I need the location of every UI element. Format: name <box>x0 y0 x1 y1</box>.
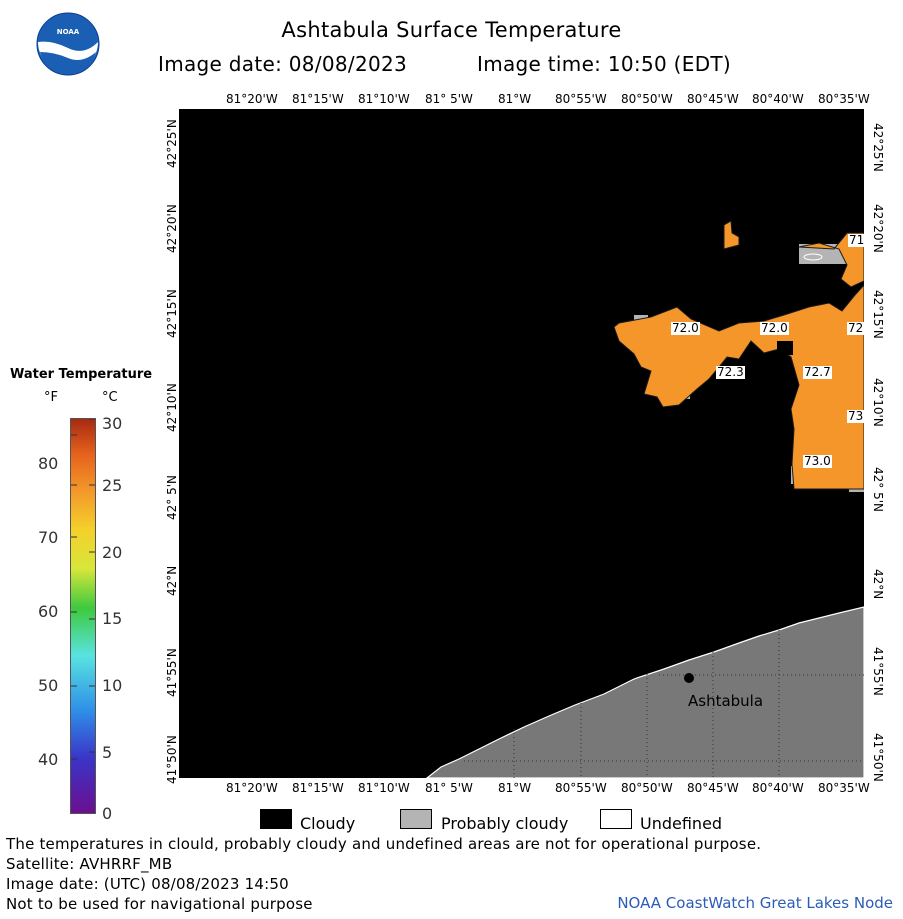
fahrenheit-tick: 60 <box>38 602 59 621</box>
temperature-label: 71 <box>848 233 866 247</box>
lon-label-top: 81°W <box>498 92 532 106</box>
map-title: Ashtabula Surface Temperature <box>281 18 622 42</box>
lat-label-right: 42°15'N <box>871 290 885 339</box>
cloudy-swatch <box>260 809 292 829</box>
undefined-spot <box>803 253 823 261</box>
temperature-label: 72.0 <box>671 321 700 335</box>
celsius-tick: 0 <box>102 804 113 823</box>
lat-label-right: 41°50'N <box>871 733 885 782</box>
lat-label-left: 42°20'N <box>165 204 179 253</box>
lat-label-left: 41°55'N <box>165 648 179 697</box>
unit-celsius: °C <box>102 390 118 405</box>
satellite-note: Satellite: AVHRRF_MB <box>6 855 173 873</box>
fahrenheit-tick: 40 <box>38 750 59 769</box>
lat-label-right: 42°25'N <box>871 123 885 172</box>
lon-label-top: 80°50'W <box>621 92 673 106</box>
lon-label-bottom: 81°10'W <box>358 781 410 795</box>
celsius-tick: 15 <box>102 609 123 628</box>
lat-label-left: 42° 5'N <box>165 475 179 520</box>
temperature-label: 73.0 <box>803 454 832 468</box>
celsius-tick: 10 <box>102 676 123 695</box>
lat-label-left: 42°15'N <box>165 289 179 338</box>
lon-label-bottom: 80°40'W <box>752 781 804 795</box>
lon-label-top: 81° 5'W <box>425 92 473 106</box>
lon-label-top: 81°10'W <box>358 92 410 106</box>
temperature-label: 72.7 <box>803 365 832 379</box>
image-date: Image date: 08/08/2023 <box>158 52 408 76</box>
map-panel <box>179 109 864 778</box>
temperature-label: 72.0 <box>760 321 789 335</box>
navigation-note: Not to be used for navigational purpose <box>6 895 313 913</box>
fahrenheit-tick: 80 <box>38 454 59 473</box>
lat-label-left: 41°50'N <box>165 735 179 784</box>
probably-cloudy-key-label: Probably cloudy <box>441 814 569 833</box>
celsius-tick: 5 <box>102 743 113 762</box>
lat-label-right: 41°55'N <box>871 647 885 696</box>
noaa-logo: NOAA <box>36 12 100 76</box>
fahrenheit-tick: 50 <box>38 676 59 695</box>
image-time: Image time: 10:50 (EDT) <box>477 52 732 76</box>
cloudy-key-label: Cloudy <box>300 814 356 833</box>
undefined-swatch <box>600 809 632 829</box>
lon-label-top: 80°45'W <box>687 92 739 106</box>
lon-label-bottom: 81° 5'W <box>425 781 473 795</box>
temperature-label: 72.3 <box>716 365 745 379</box>
unit-fahrenheit: °F <box>44 390 58 405</box>
lat-label-right: 42°N <box>871 569 885 600</box>
lat-label-right: 42° 5'N <box>871 467 885 512</box>
lon-label-bottom: 81°15'W <box>292 781 344 795</box>
disclaimer-note: The temperatures in clould, probably clo… <box>6 835 762 853</box>
lat-label-left: 42°25'N <box>165 119 179 168</box>
undefined-key-label: Undefined <box>640 814 723 833</box>
lon-label-top: 80°40'W <box>752 92 804 106</box>
lon-label-bottom: 80°50'W <box>621 781 673 795</box>
lat-label-right: 42°10'N <box>871 378 885 427</box>
credit-line: NOAA CoastWatch Great Lakes Node <box>617 894 893 912</box>
lat-label-left: 42°10'N <box>165 383 179 432</box>
utc-date-note: Image date: (UTC) 08/08/2023 14:50 <box>6 875 289 893</box>
celsius-tick: 25 <box>102 476 123 495</box>
legend-title: Water Temperature <box>10 367 153 382</box>
color-bar <box>70 418 96 814</box>
lon-label-top: 81°20'W <box>226 92 278 106</box>
lon-label-bottom: 80°55'W <box>555 781 607 795</box>
place-name: Ashtabula <box>688 692 764 710</box>
svg-text:NOAA: NOAA <box>57 28 80 36</box>
lon-label-top: 81°15'W <box>292 92 344 106</box>
fahrenheit-tick: 70 <box>38 528 59 547</box>
land-area <box>426 606 864 778</box>
lat-label-left: 42°N <box>165 565 179 596</box>
lon-label-top: 80°55'W <box>555 92 607 106</box>
town-marker <box>684 673 694 683</box>
probably-cloudy-swatch <box>400 809 432 829</box>
temperature-label: 73 <box>847 409 865 423</box>
celsius-tick: 20 <box>102 543 123 562</box>
temperature-label: 72 <box>847 321 865 335</box>
lat-label-right: 42°20'N <box>871 204 885 253</box>
graticule <box>464 630 864 778</box>
lon-label-bottom: 80°45'W <box>687 781 739 795</box>
warm-water-area <box>613 220 864 490</box>
celsius-tick: 30 <box>102 414 123 433</box>
lon-label-bottom: 81°W <box>498 781 532 795</box>
lon-label-bottom: 80°35'W <box>818 781 870 795</box>
lon-label-bottom: 81°20'W <box>226 781 278 795</box>
lon-label-top: 80°35'W <box>818 92 870 106</box>
